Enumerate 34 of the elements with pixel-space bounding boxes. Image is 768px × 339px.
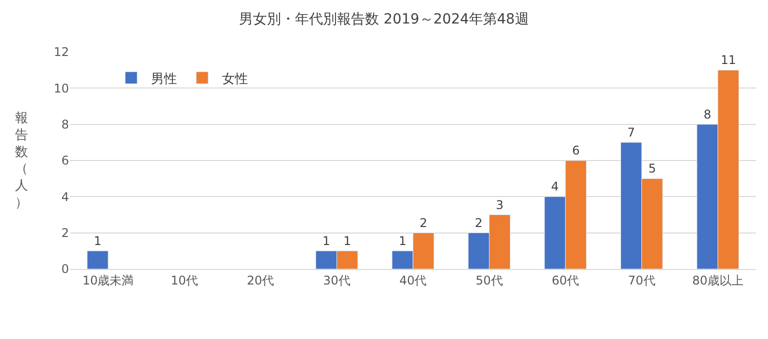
data-label: 1 — [94, 234, 102, 248]
x-tick-label: 40代 — [399, 273, 427, 288]
data-label: 3 — [496, 198, 504, 212]
y-tick-label: 2 — [61, 226, 69, 240]
chart-title: 男女別・年代別報告数 2019～2024年第48週 — [239, 11, 529, 28]
x-tick-label: 30代 — [323, 273, 350, 288]
legend-label: 男性 — [151, 72, 178, 87]
y-tick-label: 6 — [61, 154, 69, 168]
data-label: 1 — [343, 234, 352, 248]
x-tick-label: 70代 — [628, 273, 656, 288]
data-label: 11 — [720, 53, 736, 68]
data-label: 2 — [420, 216, 428, 230]
y-tick-label: 10 — [54, 81, 69, 96]
x-tick-label: 20代 — [246, 273, 274, 288]
data-label: 7 — [627, 125, 636, 140]
data-label: 5 — [648, 162, 656, 176]
data-label: 4 — [551, 180, 559, 194]
legend-label: 女性 — [222, 72, 248, 87]
x-tick-label: 10歳未満 — [82, 273, 134, 288]
x-tick-label: 80歳以上 — [692, 273, 744, 288]
y-tick-label: 0 — [61, 262, 69, 276]
y-tick-label: 8 — [61, 118, 69, 132]
data-label: 1 — [322, 234, 330, 248]
y-axis-title: 報告数（人） — [15, 111, 28, 210]
x-tick-label: 60代 — [552, 273, 580, 288]
y-tick-label: 4 — [61, 190, 69, 204]
x-tick-label: 10代 — [170, 273, 198, 288]
bar — [86, 250, 108, 269]
y-tick-label: 12 — [54, 45, 69, 60]
data-label: 1 — [398, 234, 406, 248]
data-label: 2 — [474, 216, 483, 230]
data-label: 6 — [572, 144, 580, 158]
x-tick-label: 50代 — [476, 273, 503, 288]
data-label: 8 — [704, 107, 712, 122]
